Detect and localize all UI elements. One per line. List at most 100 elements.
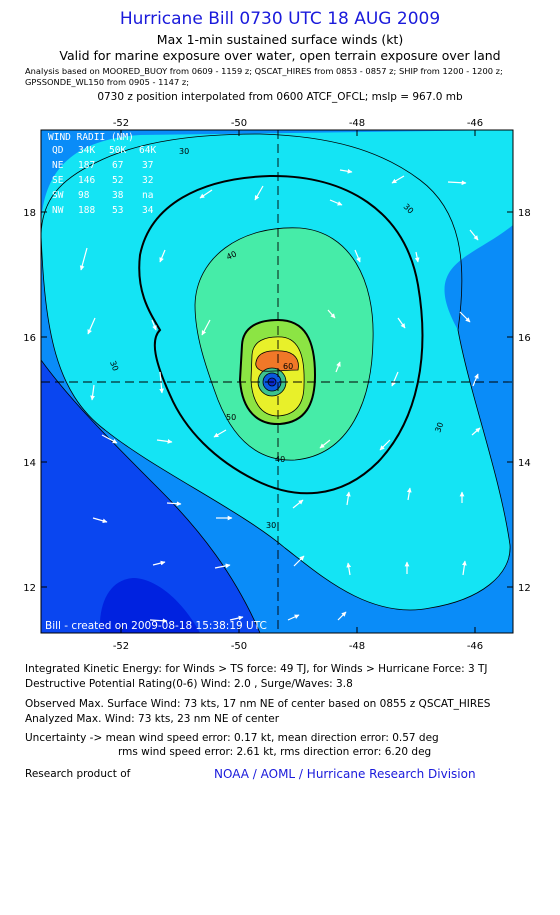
wind-vector-arrow: [397, 317, 406, 329]
wind-radii-value: 67: [112, 160, 123, 171]
lon-tick-top: -46: [467, 118, 483, 129]
wind-vector-arrow: [213, 429, 227, 438]
wind-radii-value: 53: [112, 205, 123, 216]
dpr-line: Destructive Potential Rating(0-6) Wind: …: [25, 678, 353, 690]
wind-field-map: 30 30 30 30 30 40 40 50 60 -52 -50 -48 -…: [23, 118, 530, 650]
wind-vector-arrow: [379, 439, 391, 451]
lon-tick-top: -48: [349, 118, 365, 129]
wind-vector-arrow: [199, 189, 213, 199]
lat-tick-right: 16: [518, 333, 531, 344]
center-crosshair: [41, 130, 513, 633]
creation-stamp: Bill - created on 2009-08-18 15:38:19 UT…: [45, 620, 267, 632]
field-lower-left-lowest: [99, 578, 200, 633]
wind-vector-arrow: [79, 247, 88, 271]
wind-vector-arrow: [469, 229, 479, 241]
wind-vector-arrow: [254, 185, 264, 201]
lat-tick-right: 18: [518, 208, 531, 219]
wind-vector-arrow: [319, 439, 331, 449]
lat-tick-left: 14: [23, 458, 36, 469]
wind-radii-value: 38: [112, 190, 124, 201]
wind-radii-header-50k: 50K: [109, 145, 126, 156]
wind-vector-arrow: [201, 319, 211, 336]
wind-vector-arrow: [293, 555, 305, 567]
wind-vector-arrow: [406, 487, 412, 501]
contour-labels: 30 30 30 30 30 40 40 50 60: [108, 147, 445, 530]
wind-radii-value: 32: [142, 175, 153, 186]
wind-vector-arrow: [159, 249, 166, 263]
subtitle-winds: Max 1-min sustained surface winds (kt): [156, 32, 404, 47]
wind-radii-title: WIND RADII (NM): [48, 132, 134, 143]
wind-radii-quadrant: NW: [52, 205, 64, 216]
wind-radii-value: na: [142, 190, 153, 201]
wind-vector-arrow: [337, 611, 347, 621]
axis-labels: -52 -50 -48 -46 -52 -50 -48 -46 18 16 14…: [23, 118, 530, 650]
wind-radii-quadrant: SW: [52, 190, 64, 201]
wind-vectors: [79, 168, 481, 624]
wind-vector-arrow: [414, 251, 420, 263]
wind-vector-arrow: [159, 371, 164, 394]
wind-radii-value: 52: [112, 175, 123, 186]
wind-radii-quadrant: SE: [52, 175, 64, 186]
wind-vector-arrow: [156, 439, 173, 444]
observed-max-wind: Observed Max. Surface Wind: 73 kts, 17 n…: [25, 698, 491, 710]
wind-vector-arrow: [327, 309, 336, 319]
wind-vector-arrow: [354, 249, 361, 263]
wind-vector-arrow: [391, 371, 399, 387]
page-title: Hurricane Bill 0730 UTC 18 AUG 2009: [119, 9, 441, 29]
lat-tick-left: 12: [23, 583, 36, 594]
wind-vector-arrow: [149, 618, 168, 624]
wind-vector-arrow: [472, 373, 479, 387]
contour-label-40: 40: [275, 455, 285, 464]
lat-tick-left: 18: [23, 208, 36, 219]
uncertainty-rms: rms wind speed error: 2.61 kt, rms direc…: [118, 746, 432, 758]
lon-tick-top: -50: [231, 118, 247, 129]
uncertainty-mean: Uncertainty -> mean wind speed error: 0.…: [25, 732, 439, 744]
lat-tick-right: 14: [518, 458, 531, 469]
wind-vector-arrow: [339, 168, 353, 174]
wind-vector-arrow: [229, 615, 244, 621]
wind-radii-quadrant: NE: [52, 160, 64, 171]
contour-label-60: 60: [283, 362, 293, 371]
wind-radii-value: 34: [142, 205, 154, 216]
wind-radii-value: 187: [78, 160, 95, 171]
wind-vector-arrow: [345, 491, 351, 506]
wind-vector-arrow: [335, 361, 341, 373]
wind-vector-arrow: [462, 560, 467, 576]
wind-vector-arrow: [101, 434, 118, 444]
wind-vector-arrow: [87, 317, 96, 335]
contour-label-50: 50: [226, 413, 236, 422]
wind-vector-arrow: [214, 563, 231, 569]
contour-label-30: 30: [179, 147, 189, 156]
map-frame: [40, 129, 514, 634]
wind-radii-value: 98: [78, 190, 90, 201]
wind-vector-arrow: [92, 517, 108, 524]
wind-vector-arrow: [459, 311, 471, 323]
wind-radii-value: 146: [78, 175, 95, 186]
lon-tick-bottom: -46: [467, 641, 483, 650]
wind-radii-header-qd: QD: [52, 145, 64, 156]
analysis-sources: Analysis based on MOORED_BUOY from 0609 …: [25, 66, 503, 87]
wind-radii-value: 37: [142, 160, 153, 171]
wind-vector-arrow: [329, 199, 343, 206]
wind-radii-header-64k: 64K: [139, 145, 156, 156]
lat-tick-right: 12: [518, 583, 531, 594]
lon-tick-top: -52: [113, 118, 129, 129]
contour-label-40: 40: [225, 249, 238, 261]
axis-ticks: [41, 130, 513, 633]
wind-radii-value: 188: [78, 205, 95, 216]
contour-label-30: 30: [266, 521, 276, 530]
field-lower-left-low: [41, 360, 260, 633]
org-link[interactable]: NOAA / AOML / Hurricane Research Divisio…: [214, 767, 476, 781]
lat-tick-left: 16: [23, 333, 36, 344]
wind-speed-field: [41, 130, 513, 633]
wind-vector-arrow: [287, 614, 300, 621]
wind-vector-arrow: [346, 562, 352, 576]
wind-vector-arrow: [292, 499, 304, 509]
ike-line: Integrated Kinetic Energy: for Winds > T…: [25, 663, 488, 675]
contour-label-30: 30: [433, 421, 445, 434]
field-64-region: [255, 350, 299, 372]
wind-radii-table: WIND RADII (NM) QD 34K 50K 64K NE 187 67…: [48, 132, 156, 216]
lon-tick-bottom: -50: [231, 641, 247, 650]
contour-lines: [41, 133, 511, 633]
lon-tick-bottom: -48: [349, 641, 365, 650]
